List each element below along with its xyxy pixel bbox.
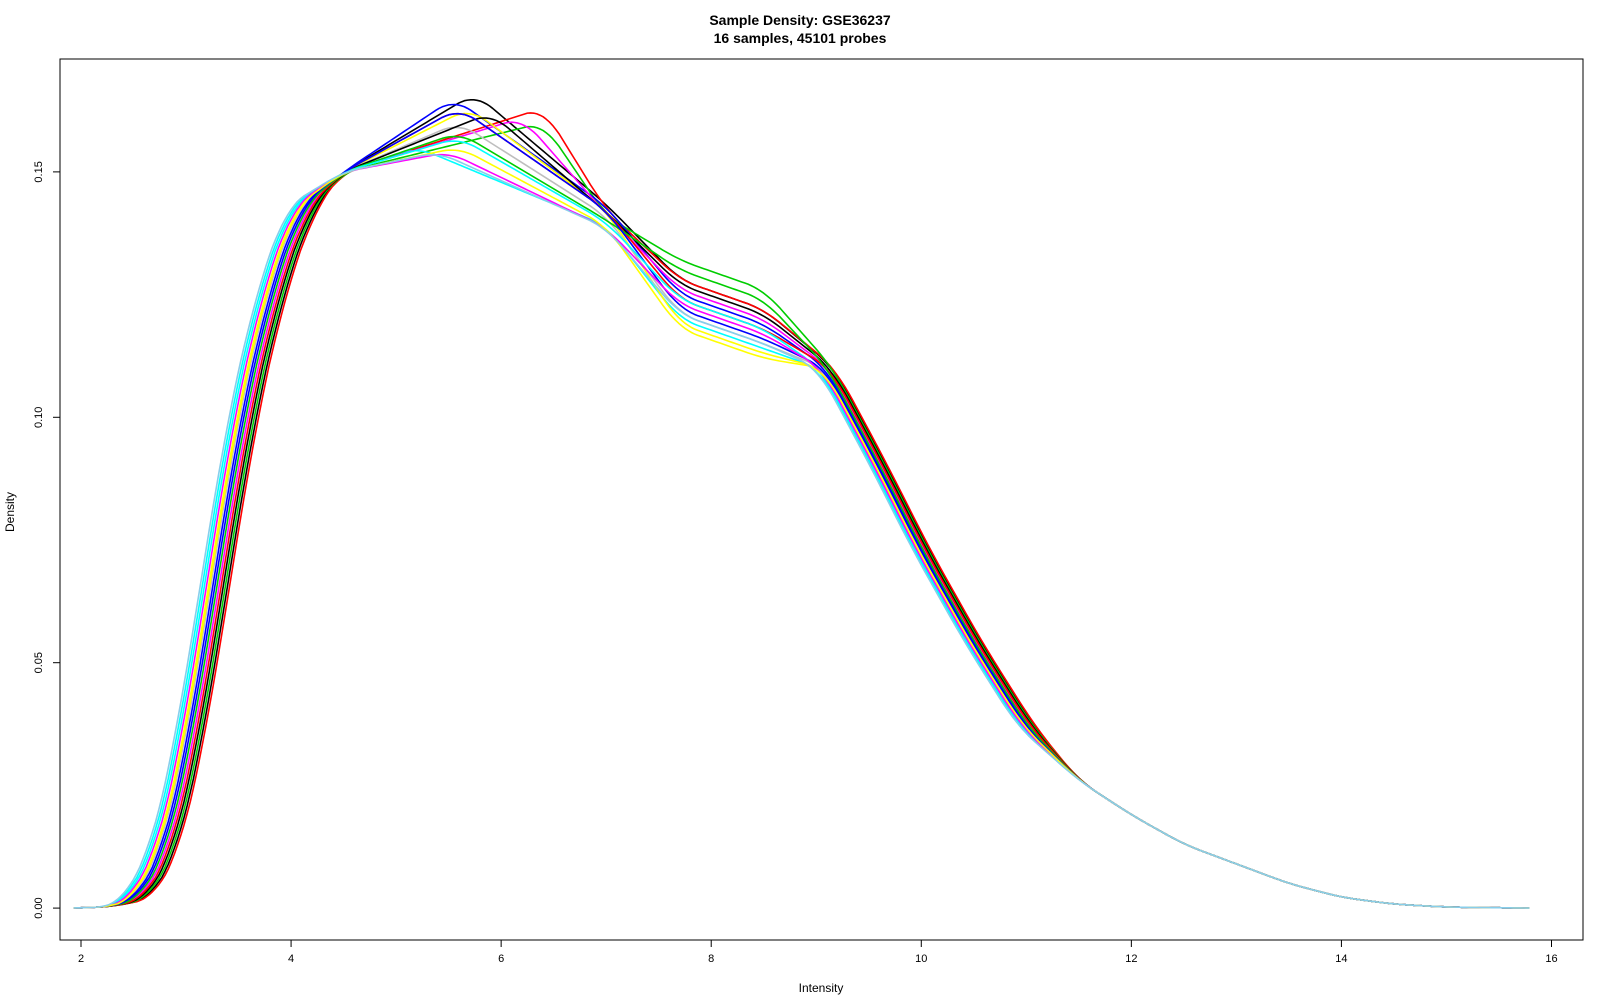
x-tick-label: 6 bbox=[498, 953, 504, 965]
series-layer bbox=[73, 98, 1530, 909]
x-axis: 2 4 6 8 10 12 14 16 bbox=[78, 939, 1558, 965]
x-tick-label: 14 bbox=[1335, 953, 1347, 965]
y-tick-label: 0.00 bbox=[33, 897, 45, 918]
x-tick-label: 8 bbox=[708, 953, 714, 965]
x-axis-label: Intensity bbox=[799, 981, 844, 995]
y-axis: 0.00 0.05 0.10 0.15 bbox=[33, 161, 61, 919]
y-axis-label: Density bbox=[3, 492, 17, 532]
y-tick-label: 0.10 bbox=[33, 407, 45, 428]
y-tick-label: 0.15 bbox=[33, 161, 45, 182]
x-tick-label: 10 bbox=[915, 953, 927, 965]
x-tick-label: 4 bbox=[288, 953, 294, 965]
x-tick-label: 16 bbox=[1545, 953, 1557, 965]
density-series-line bbox=[73, 154, 1530, 909]
x-tick-label: 12 bbox=[1125, 953, 1137, 965]
y-tick-label: 0.05 bbox=[33, 652, 45, 673]
chart-subtitle: 16 samples, 45101 probes bbox=[714, 30, 887, 46]
chart-title: Sample Density: GSE36237 bbox=[709, 12, 891, 28]
x-tick-label: 2 bbox=[78, 953, 84, 965]
